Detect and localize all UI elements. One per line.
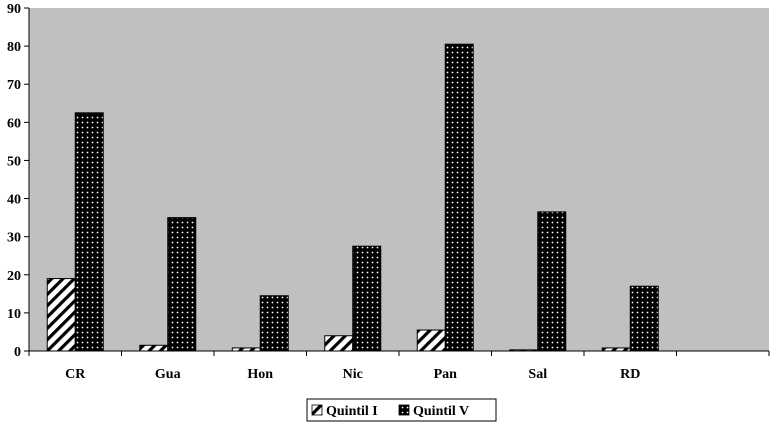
y-tick-label: 60	[7, 116, 21, 131]
x-tick-label: Hon	[247, 367, 273, 382]
bar-quintil-v-cr	[74, 112, 104, 352]
bar-quintil-v-nic	[352, 245, 382, 352]
y-tick-label: 30	[7, 231, 21, 246]
bar-quintil-v-hon	[259, 295, 289, 352]
x-tick-label: Pan	[434, 367, 458, 382]
y-ticks: 0 10 20 30 40 50 60 70 80 90	[7, 2, 29, 360]
bar-quintil-v-sal	[537, 211, 567, 352]
y-tick-label: 20	[7, 269, 21, 284]
bar-quintil-v-rd	[629, 285, 659, 352]
x-tick-label: Nic	[343, 367, 363, 382]
x-tick-label: RD	[620, 367, 640, 382]
legend-label-quintil-i: Quintil I	[326, 404, 378, 419]
legend-swatch-quintil-i	[311, 404, 323, 416]
x-ticks: CR Gua Hon Nic Pan Sal RD	[28, 351, 770, 382]
legend: Quintil I Quintil V	[306, 398, 497, 422]
legend-label-quintil-v: Quintil V	[413, 404, 469, 419]
legend-swatch-quintil-v	[398, 404, 410, 416]
x-tick-label: CR	[65, 367, 86, 382]
y-tick-label: 90	[7, 2, 21, 17]
y-tick-label: 80	[7, 40, 21, 55]
x-tick-label: Sal	[528, 367, 547, 382]
bar-quintil-i-nic	[324, 335, 354, 352]
bar-quintil-v-gua	[167, 217, 197, 352]
x-tick-label: Gua	[155, 367, 181, 382]
bar-quintil-v-pan	[444, 43, 474, 352]
y-tick-label: 10	[7, 307, 21, 322]
y-tick-label: 0	[14, 345, 21, 360]
bar-quintil-i-cr	[46, 278, 76, 352]
y-tick-label: 70	[7, 78, 21, 93]
bars	[46, 43, 659, 352]
y-tick-label: 40	[7, 193, 21, 208]
y-tick-label: 50	[7, 154, 21, 169]
bar-quintil-i-pan	[416, 329, 446, 352]
bar-quintil-i-gua	[139, 344, 169, 352]
